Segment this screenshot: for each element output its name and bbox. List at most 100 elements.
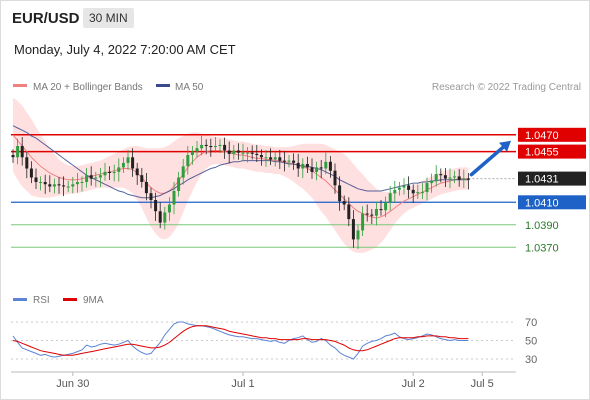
- candle: [98, 167, 102, 188]
- candle-body: [204, 144, 208, 146]
- candle: [356, 224, 360, 250]
- candle-body: [149, 193, 153, 200]
- candle: [351, 210, 355, 248]
- candle: [457, 169, 461, 187]
- candle: [232, 144, 236, 160]
- candle-body: [407, 185, 411, 190]
- ma50-line: [12, 125, 469, 199]
- candle-body: [351, 219, 355, 240]
- candle: [11, 149, 15, 163]
- rsi-tick-30: 30: [525, 354, 537, 366]
- candle-body: [218, 144, 222, 146]
- candle: [379, 200, 383, 216]
- support-label-5: 1.0370: [525, 242, 559, 254]
- candle: [370, 209, 374, 225]
- candle: [186, 146, 190, 175]
- candle-body: [16, 146, 20, 158]
- rsi-legend-label: RSI: [33, 295, 50, 306]
- candle-body: [273, 157, 277, 160]
- candle: [305, 156, 309, 173]
- candle-body: [393, 189, 397, 194]
- candle: [154, 192, 158, 221]
- candle: [292, 153, 296, 170]
- candle: [200, 135, 204, 156]
- candle: [287, 155, 291, 168]
- candle-body: [34, 177, 38, 182]
- rsi-tick-70: 70: [525, 317, 537, 329]
- candle-body: [388, 193, 392, 203]
- ma20-line: [12, 134, 469, 219]
- candle-body: [25, 157, 29, 169]
- credit-label: Research © 2022 Trading Central: [432, 82, 581, 93]
- candle: [126, 149, 130, 170]
- candle-body: [172, 191, 176, 205]
- symbol-title: EUR/USD: [12, 10, 80, 27]
- candle: [34, 168, 38, 189]
- candle: [29, 161, 33, 184]
- candle-body: [310, 167, 314, 172]
- candle-body: [52, 184, 56, 187]
- candle-body: [236, 150, 240, 153]
- rsi-panel: 70 50 30: [11, 317, 537, 366]
- candle-body: [356, 230, 360, 240]
- ma50-legend-swatch: [156, 84, 170, 87]
- candle: [149, 187, 153, 209]
- candle: [131, 148, 135, 177]
- candle-body: [213, 146, 217, 148]
- candle: [71, 176, 75, 194]
- candle-body: [163, 212, 167, 223]
- candle-body: [71, 184, 75, 187]
- candle-body: [287, 160, 291, 162]
- candle: [420, 183, 424, 200]
- pivot-label-3: 1.0410: [525, 197, 559, 209]
- candle-body: [411, 189, 415, 194]
- candle-body: [39, 182, 43, 183]
- candle-body: [361, 213, 365, 231]
- candle: [213, 137, 217, 153]
- candle: [103, 162, 107, 181]
- candle: [430, 173, 434, 193]
- candle-body: [66, 186, 70, 188]
- candle-body: [466, 178, 470, 180]
- candle: [144, 173, 148, 201]
- candle-body: [43, 182, 47, 185]
- candle: [85, 167, 89, 188]
- candle-body: [430, 180, 434, 184]
- candle-body: [365, 213, 369, 215]
- resistance-label-1: 1.0455: [525, 147, 559, 159]
- candle-body: [158, 211, 162, 223]
- candle: [48, 175, 52, 193]
- candle: [278, 149, 282, 169]
- candle: [397, 182, 401, 196]
- candle-body: [126, 157, 130, 163]
- candle: [177, 171, 181, 197]
- candle: [223, 137, 227, 159]
- candle: [328, 156, 332, 178]
- candle: [466, 173, 470, 190]
- timeframe-button[interactable]: 30 MIN: [83, 8, 134, 28]
- candle-body: [190, 151, 194, 155]
- candle: [172, 182, 176, 215]
- candle: [333, 163, 337, 194]
- bollinger-band: [13, 97, 469, 253]
- candle: [453, 170, 457, 184]
- main-plot: 1.0470 1.0455 1.0431 1.0410 1.0390 1.0370: [11, 97, 586, 254]
- rsi-ma9-line: [12, 325, 469, 356]
- candle-body: [301, 164, 305, 169]
- candle-body: [223, 144, 227, 151]
- candle: [16, 138, 20, 165]
- candle: [140, 167, 144, 188]
- candle: [347, 197, 351, 227]
- candle: [365, 204, 369, 222]
- candle: [43, 174, 47, 194]
- candle-body: [370, 214, 374, 216]
- candle: [246, 147, 250, 163]
- candle-body: [315, 167, 319, 172]
- candle-body: [48, 184, 52, 187]
- candle-body: [379, 209, 383, 211]
- candle: [361, 206, 365, 236]
- ma20-legend-label: MA 20 + Bollinger Bands: [33, 82, 143, 93]
- candle-body: [241, 152, 245, 154]
- candle: [89, 166, 93, 186]
- x-label: Jul 2: [402, 378, 425, 390]
